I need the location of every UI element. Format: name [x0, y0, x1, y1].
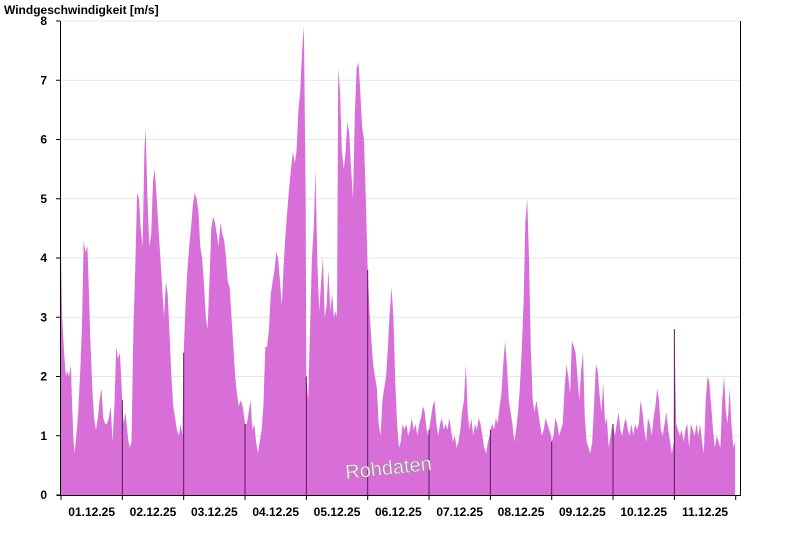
x-tick-label: 07.12.25 — [436, 505, 483, 519]
x-axis-ticks: 01.12.25 02.12.25 03.12.25 04.12.25 05.12.25… — [60, 495, 737, 519]
x-tick-label: 08.12.25 — [498, 505, 545, 519]
x-tick-label: 04.12.25 — [252, 505, 299, 519]
x-tick-label: 03.12.25 — [191, 505, 238, 519]
x-tick-label: 11.12.25 — [682, 505, 728, 519]
y-tick-label: 7 — [40, 73, 47, 87]
data-area — [61, 26, 736, 496]
chart-title: Windgeschwindigkeit [m/s] — [4, 3, 159, 17]
x-tick-label: 06.12.25 — [375, 505, 422, 519]
y-tick-label: 8 — [40, 14, 47, 28]
x-tick-label: 01.12.25 — [68, 505, 115, 519]
y-tick-label: 0 — [40, 488, 47, 502]
x-tick-label: 02.12.25 — [130, 505, 177, 519]
y-axis-ticks: 0 1 2 3 4 5 6 7 8 — [40, 14, 60, 502]
y-tick-label: 2 — [40, 370, 47, 384]
wind-speed-series — [61, 26, 736, 496]
y-tick-label: 6 — [40, 133, 47, 147]
x-tick-label: 10.12.25 — [620, 505, 667, 519]
x-tick-label: 09.12.25 — [559, 505, 606, 519]
axes — [57, 21, 741, 496]
y-tick-label: 3 — [40, 310, 47, 324]
y-tick-label: 4 — [40, 251, 47, 265]
day-separator-lines — [121, 269, 675, 495]
grid-lines — [61, 20, 740, 437]
x-tick-label: 05.12.25 — [314, 505, 361, 519]
y-tick-label: 1 — [40, 429, 47, 443]
y-tick-label: 5 — [40, 192, 47, 206]
